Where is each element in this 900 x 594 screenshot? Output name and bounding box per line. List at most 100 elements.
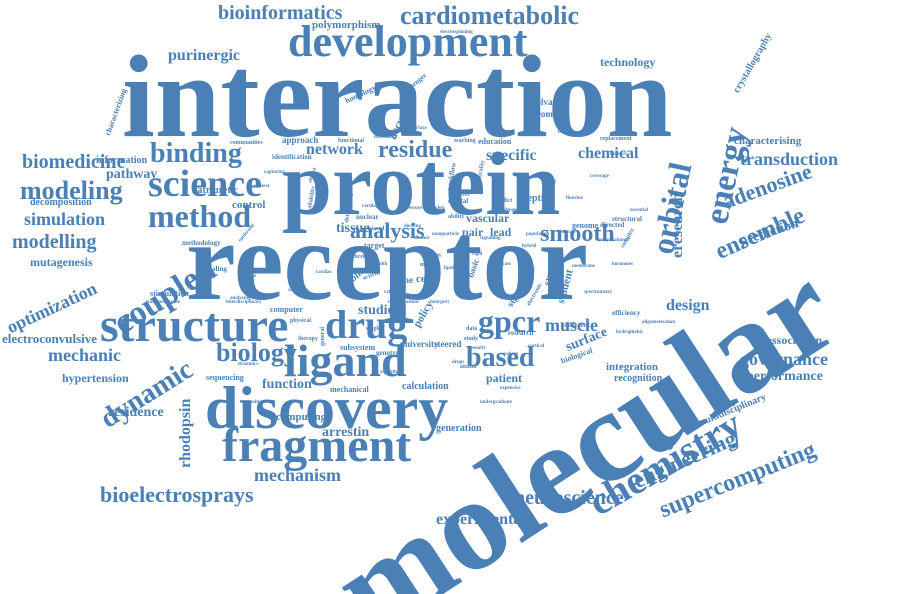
word-simulation: simulation xyxy=(24,209,106,229)
word-analyzing: analyzing xyxy=(230,296,251,301)
word-function: function xyxy=(262,377,312,392)
word-docking: docking xyxy=(404,224,421,229)
word-computational: computational xyxy=(598,238,629,243)
word-purinergic: purinergic xyxy=(168,47,240,64)
word-desolvation: desolvation xyxy=(524,97,568,107)
word-flips: flips xyxy=(428,251,441,259)
word-tissue: tissue xyxy=(336,221,370,236)
word-electroconvulsive: electroconvulsive xyxy=(2,331,98,346)
word-residue: residue xyxy=(378,137,453,163)
word-arrestin: arrestin xyxy=(322,425,370,440)
word-mutagenesis: mutagenesis xyxy=(30,255,93,269)
word-binds: binds xyxy=(558,130,570,135)
word-approach: approach xyxy=(282,135,319,145)
word-structure: structure xyxy=(100,299,289,352)
word-therapy: therapy xyxy=(298,336,318,342)
word-dependent: dependent xyxy=(504,208,527,213)
word-induced: induced xyxy=(346,254,367,260)
word-solvent: solvent xyxy=(452,248,467,253)
word-hypertension: hypertension xyxy=(62,371,129,385)
word-essential: essential xyxy=(630,208,649,213)
word-information: information xyxy=(96,155,148,166)
word-vascular: vascular xyxy=(466,211,510,225)
word-specific: specific xyxy=(486,147,537,164)
word-signaling: signaling xyxy=(200,265,227,273)
word-research: research xyxy=(508,329,534,337)
word-generation: generation xyxy=(436,423,482,434)
word-mechanism: mechanism xyxy=(254,465,341,485)
word-expensive: expensive xyxy=(500,386,521,391)
word-enzyme: enzyme xyxy=(240,274,257,279)
word-ability: ability xyxy=(448,214,465,220)
word-nanoparticle: nanoparticle xyxy=(432,232,459,237)
word-signalling: signalling xyxy=(480,236,501,241)
word-decomposition: decomposition xyxy=(30,197,92,208)
word-biased: biased xyxy=(368,226,385,232)
word-drugs: drugs xyxy=(452,360,465,365)
word-identification: identification xyxy=(272,153,312,161)
word-context: context xyxy=(254,184,270,189)
word-electrospinning: electrospinning xyxy=(440,30,473,35)
word-hybrid: hybrid xyxy=(522,244,537,249)
word-interdisciplinary: interdisciplinary xyxy=(226,300,262,305)
word-neuroscience: neuroscience xyxy=(514,487,624,509)
word-undergraduate: undergraduate xyxy=(480,400,512,405)
word-replacement: replacement xyxy=(600,136,632,142)
word-mechanic: mechanic xyxy=(48,345,121,365)
word-pair: pair xyxy=(462,225,484,239)
word-transduction: transduction xyxy=(740,149,839,169)
word-lipid: lipid xyxy=(444,266,454,271)
word-fluorine: fluorine xyxy=(566,196,583,201)
word-motion: motion xyxy=(414,236,429,241)
word-method: method xyxy=(148,198,252,234)
word-atomic: atomic xyxy=(460,364,478,370)
word-predict: predict xyxy=(494,198,513,204)
word-smooth: smooth xyxy=(540,221,615,247)
word-chemical: chemical xyxy=(578,145,639,162)
word-polymorphism: polymorphism xyxy=(312,19,381,31)
word-ligand: ligand xyxy=(284,335,407,386)
word-biomedicine: biomedicine xyxy=(22,151,126,173)
word-drug: drug xyxy=(325,302,408,347)
word-discovery: discovery xyxy=(205,375,449,441)
word-natriuretic: natriuretic xyxy=(192,185,238,196)
word-rhodopsin: rhodopsin xyxy=(177,398,194,468)
word-rigid: rigid xyxy=(472,252,483,257)
word-design: design xyxy=(666,297,710,314)
word-communities: communities xyxy=(230,140,263,146)
word-steered: steered xyxy=(434,339,462,349)
word-fragment: fragment xyxy=(222,419,412,472)
word-binding: binding xyxy=(150,138,242,169)
word-coverage: coverage xyxy=(590,174,609,179)
word-functional: functional xyxy=(338,138,365,144)
word-biology: biology xyxy=(216,338,297,367)
word-nucleic: nucleic xyxy=(430,206,445,211)
word-genome: genome xyxy=(572,221,599,230)
word-pressure: pressure xyxy=(404,206,423,211)
word-membrane: membrane xyxy=(572,264,596,269)
word-modelling: modelling xyxy=(12,231,97,253)
word-muscle: muscle xyxy=(545,315,598,335)
word-control: control xyxy=(232,199,266,211)
word-human: human xyxy=(560,230,576,235)
word-free: free xyxy=(460,192,470,198)
word-analysis: analysis xyxy=(350,218,425,243)
word-peptide: peptide xyxy=(522,193,554,204)
word-methodology: methodology xyxy=(182,239,221,247)
word-patient: patient xyxy=(486,371,522,385)
word-sequencing: sequencing xyxy=(206,373,244,382)
word-characterising: characterising xyxy=(734,135,802,147)
word-receptor: receptor xyxy=(186,200,589,324)
word-studies: studies xyxy=(358,303,400,318)
word-computing: computing xyxy=(276,411,327,423)
word-cortical: cortical xyxy=(528,344,545,349)
word-modeling: modeling xyxy=(20,176,123,205)
word-multiscale: multiscale xyxy=(248,400,270,405)
word-algorithm: algorithm xyxy=(380,370,402,375)
word-pathway: pathway xyxy=(106,167,158,182)
word-efficiency: efficiency xyxy=(612,309,641,317)
word-cartilage: cartilage xyxy=(362,204,381,209)
word-bioelectrosprays: bioelectrosprays xyxy=(100,482,254,507)
word-stimulation: stimulation xyxy=(150,289,189,298)
